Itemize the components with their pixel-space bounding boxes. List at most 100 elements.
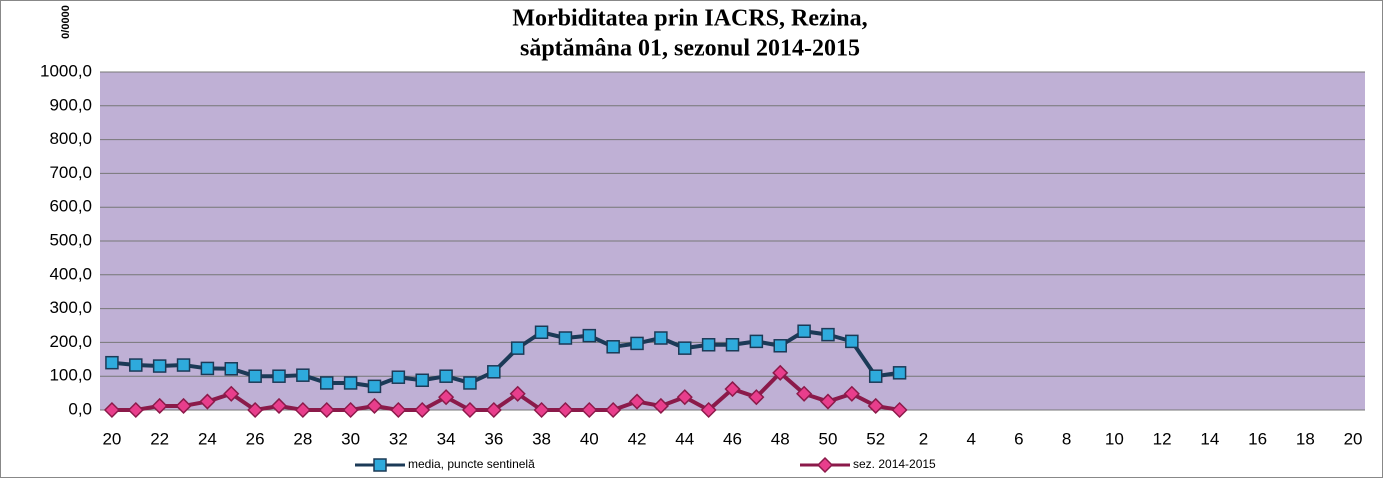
marker	[487, 365, 501, 379]
marker	[510, 341, 525, 355]
marker	[391, 370, 406, 384]
y-tick-label: 400,0	[49, 264, 92, 283]
x-tick-label: 36	[484, 429, 503, 448]
marker	[558, 331, 573, 345]
marker	[652, 397, 669, 415]
marker	[318, 401, 335, 419]
marker	[461, 401, 479, 419]
marker	[676, 389, 693, 406]
x-tick-label: 14	[1200, 429, 1219, 448]
chart-subtitle: săptămâna 01, sezonul 2014-2015	[520, 36, 860, 62]
x-tick-label: 28	[293, 429, 312, 448]
marker	[700, 401, 717, 419]
marker	[797, 324, 811, 338]
marker	[176, 358, 191, 372]
y-tick-label: 200,0	[49, 332, 92, 351]
series-line	[111, 370, 900, 412]
y-tick-label: 600,0	[49, 197, 92, 216]
x-tick-label: 20	[102, 429, 121, 448]
marker	[748, 389, 765, 406]
marker	[175, 397, 192, 415]
marker	[343, 376, 358, 390]
x-tick-label: 34	[437, 429, 456, 448]
marker	[867, 397, 884, 415]
x-tick-label: 44	[675, 429, 694, 448]
x-tick-label: 4	[966, 429, 975, 448]
y-tick-label: 100,0	[49, 366, 92, 385]
marker	[366, 397, 383, 415]
marker	[725, 338, 740, 352]
y-tick-label: 300,0	[49, 298, 92, 317]
marker	[534, 325, 549, 340]
marker	[630, 336, 644, 351]
y-tick-label: 1000,0	[40, 61, 92, 80]
y-tick-label: 700,0	[49, 163, 92, 182]
marker	[678, 341, 692, 355]
marker	[129, 358, 143, 372]
marker	[821, 327, 835, 342]
marker	[605, 401, 622, 419]
x-tick-label: 16	[1248, 429, 1267, 448]
marker	[581, 401, 598, 419]
x-tick-label: 50	[819, 429, 838, 448]
marker	[199, 393, 216, 410]
marker	[270, 397, 288, 415]
x-tick-label: 42	[628, 429, 647, 448]
marker	[319, 376, 334, 390]
marker	[248, 369, 262, 383]
legend-label: sez. 2014-2015	[853, 457, 936, 471]
y-tick-label: 900,0	[49, 95, 92, 114]
marker	[773, 339, 787, 353]
marker	[509, 385, 526, 402]
marker	[654, 331, 668, 345]
x-tick-label: 32	[389, 429, 408, 448]
marker	[438, 389, 455, 406]
marker	[796, 385, 813, 402]
x-tick-label: 12	[1153, 429, 1172, 448]
x-tick-label: 26	[246, 429, 265, 448]
marker	[151, 397, 168, 415]
y-tick-label: 0,0	[68, 399, 92, 418]
marker	[816, 456, 834, 474]
marker	[557, 401, 574, 419]
marker	[103, 401, 120, 419]
marker	[485, 401, 502, 419]
marker	[152, 359, 167, 373]
marker	[843, 385, 860, 402]
marker	[105, 355, 119, 370]
y-tick-label: 800,0	[49, 129, 92, 148]
marker	[342, 401, 359, 419]
marker	[891, 401, 908, 419]
marker	[892, 366, 907, 380]
marker	[749, 334, 764, 349]
x-tick-label: 24	[198, 429, 217, 448]
y-tick-label: 500,0	[49, 230, 92, 249]
marker	[367, 379, 382, 394]
marker	[533, 401, 550, 419]
x-tick-label: 10	[1105, 429, 1124, 448]
marker	[819, 393, 837, 410]
x-tick-label: 18	[1296, 429, 1315, 448]
marker	[868, 369, 883, 383]
marker	[272, 369, 286, 383]
series-line	[111, 329, 900, 389]
x-tick-label: 30	[341, 429, 360, 448]
chart-title: Morbiditatea prin IACRS, Rezina,	[512, 6, 867, 32]
x-tick-label: 48	[771, 429, 790, 448]
legend-label: media, puncte sentinelă	[408, 457, 535, 471]
marker	[247, 401, 264, 419]
marker	[463, 376, 477, 390]
marker	[701, 338, 716, 352]
x-tick-label: 52	[866, 429, 885, 448]
marker	[294, 401, 311, 419]
x-tick-label: 38	[532, 429, 551, 448]
marker	[845, 334, 859, 349]
x-tick-label: 22	[150, 429, 169, 448]
marker	[772, 364, 789, 381]
marker	[415, 373, 429, 388]
marker	[414, 401, 431, 419]
marker	[373, 458, 387, 472]
marker	[200, 361, 215, 376]
marker	[296, 368, 310, 382]
